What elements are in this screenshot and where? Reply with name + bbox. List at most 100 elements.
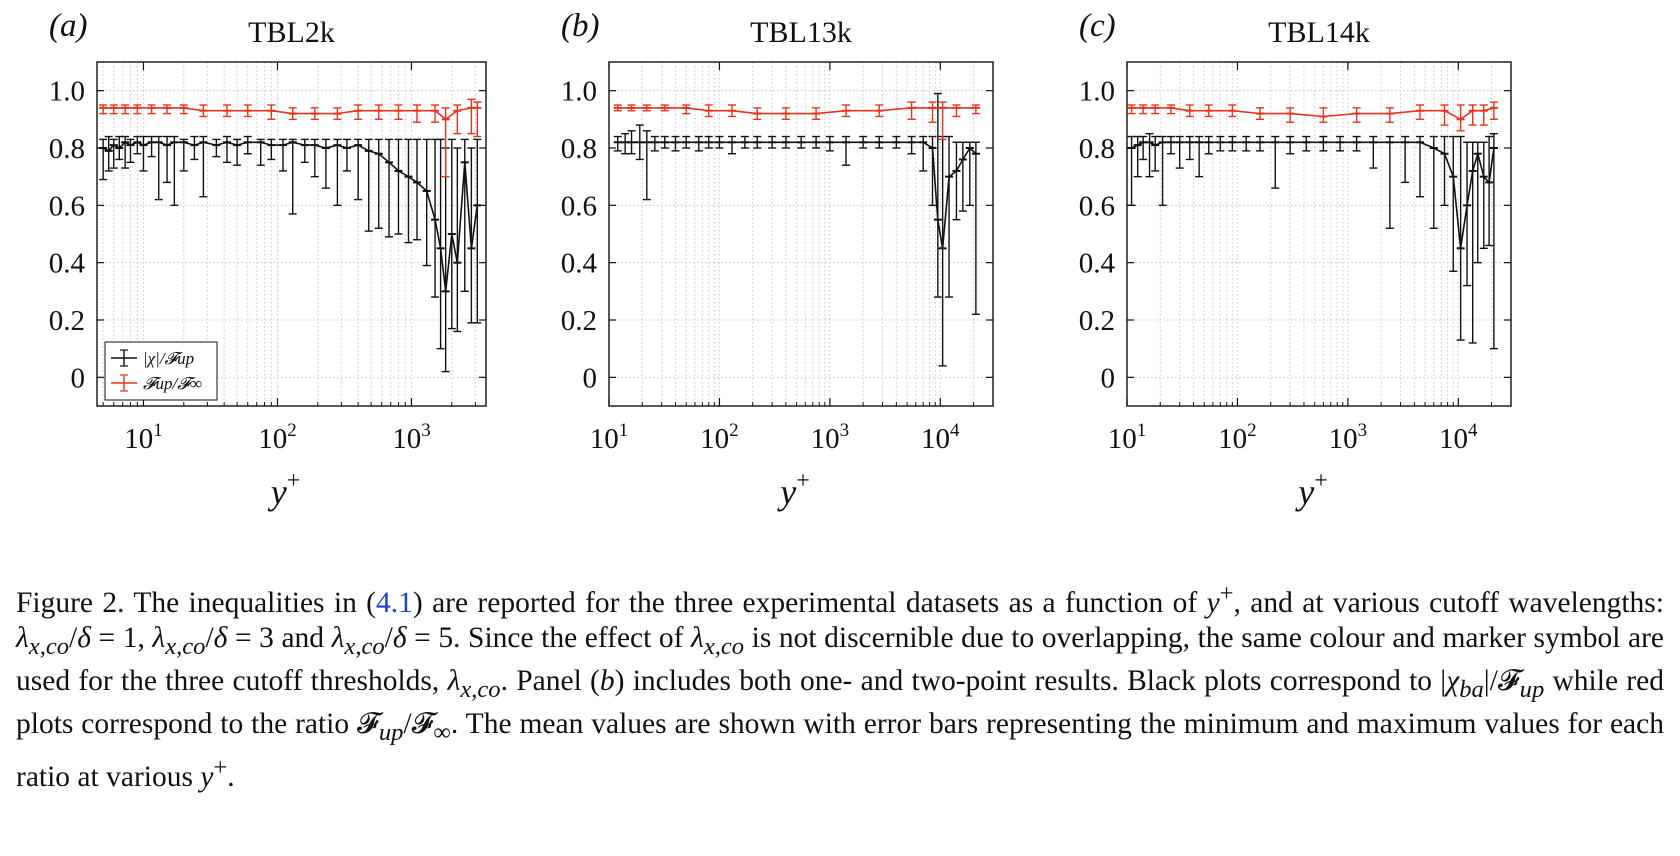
caption-math: δ — [77, 621, 91, 654]
caption-math: ba — [1459, 675, 1484, 703]
y-tick-label: 0.8 — [561, 133, 597, 165]
x-tick-label: 102 — [700, 420, 739, 455]
figure: 1.0 0.8 0.6 0.4 0.2 0 101 102 103 (a) TBL2k y+ 1.0 0.… — [49, 8, 1512, 512]
caption-math: + — [213, 753, 228, 781]
y-tick-label: 0.4 — [561, 248, 598, 280]
x-tick-label: 103 — [811, 420, 850, 455]
caption-text: . Panel ( — [500, 664, 600, 697]
y-tick-label: 0.6 — [1079, 190, 1115, 222]
caption-text: . — [227, 760, 235, 793]
caption-math: y — [1206, 586, 1220, 619]
panel-3: 1.0 0.8 0.6 0.4 0.2 0 101 102 103 104 (c) TBL14k y+ — [1079, 8, 1512, 512]
panel-title: TBL2k — [248, 16, 335, 49]
panel-letter: (a) — [49, 8, 87, 44]
x-tick-label: 102 — [258, 420, 297, 455]
panel-letter: (c) — [1079, 8, 1116, 44]
series-line — [1131, 107, 1495, 121]
y-tick-label: 0.2 — [49, 305, 85, 337]
x-axis-label: y+ — [268, 468, 301, 512]
figure-svg: 1.0 0.8 0.6 0.4 0.2 0 101 102 103 (a) TBL2k y+ 1.0 0.… — [49, 8, 1512, 512]
y-tick-label: 0 — [71, 362, 86, 394]
caption-math: x,co — [28, 632, 70, 660]
caption-text: ) are reported for the three experimenta… — [412, 586, 1207, 619]
x-axis-label: y+ — [777, 468, 810, 512]
y-tick-label: 0 — [1101, 362, 1116, 394]
caption-text: ) includes both one- and two-point resul… — [614, 664, 1447, 697]
y-tick-label: 0.4 — [1079, 248, 1116, 280]
legend-label: |χ|/𝓕up — [143, 349, 194, 368]
caption-text: = 3 and — [227, 621, 332, 654]
caption-math: λ — [331, 621, 345, 654]
caption-math: up — [1519, 675, 1545, 703]
panel-letter: (b) — [561, 8, 599, 44]
x-tick-label: 103 — [392, 420, 431, 455]
caption-math: χ — [1446, 664, 1460, 697]
x-tick-label: 102 — [1218, 420, 1257, 455]
y-tick-label: 1.0 — [49, 76, 85, 108]
figure-label: Figure 2. — [16, 586, 125, 619]
panel-title: TBL13k — [750, 16, 852, 49]
series-black — [613, 92, 980, 367]
caption-math: x,co — [703, 632, 745, 660]
y-tick-label: 0 — [583, 362, 598, 394]
y-tick-label: 0.6 — [561, 190, 597, 222]
caption-math: x,co — [460, 675, 501, 703]
caption-text: = 1, — [90, 621, 153, 654]
series-red — [1127, 101, 1498, 132]
x-tick-label: 101 — [590, 420, 629, 455]
y-tick-label: 0.6 — [49, 190, 85, 222]
series-line — [1131, 141, 1495, 249]
x-tick-label: 104 — [1439, 420, 1478, 455]
series-red — [99, 98, 482, 178]
caption-math: δ — [392, 621, 407, 654]
panel-title: TBL14k — [1268, 16, 1370, 49]
caption-text: The inequalities in ( — [124, 586, 377, 619]
caption-math: ∞ — [433, 718, 451, 746]
caption-text: is not discernible due to overlapping, t… — [16, 621, 1665, 697]
caption-text: |/ — [1483, 664, 1498, 697]
caption-math: x,co — [344, 632, 385, 660]
caption-text: = 5. Since the effect of — [406, 621, 692, 654]
y-tick-label: 1.0 — [561, 76, 597, 108]
caption-text: , and at various cutoff wavelengths: — [1233, 586, 1664, 619]
series-black — [1127, 132, 1498, 350]
caption-math: λ — [691, 621, 704, 654]
y-tick-label: 1.0 — [1079, 76, 1115, 108]
x-tick-label: 101 — [1108, 420, 1147, 455]
caption-math: λ — [152, 621, 166, 654]
caption-math: δ — [213, 621, 228, 654]
axes-frame — [96, 61, 487, 407]
axes-frame — [608, 61, 994, 407]
y-tick-label: 0.8 — [49, 133, 85, 165]
equation-ref-link[interactable]: 4.1 — [376, 586, 413, 619]
y-tick-label: 0.2 — [561, 305, 597, 337]
caption-math: y — [200, 760, 214, 793]
caption-math: + — [1219, 580, 1234, 607]
axes-frame — [1126, 61, 1512, 407]
caption-text: . The mean values are shown with error b… — [16, 707, 1664, 793]
legend-label: 𝓕up/𝓕∞ — [143, 374, 202, 393]
series-line — [617, 141, 977, 249]
series-red — [613, 101, 980, 141]
caption-math: up — [378, 718, 404, 746]
panel-2: 1.0 0.8 0.6 0.4 0.2 0 101 102 103 104 (b) TBL13k y+ — [561, 8, 994, 512]
caption-math: λ — [16, 621, 29, 654]
caption-math: 𝓕 — [1497, 664, 1520, 697]
caption-math: x,co — [165, 632, 206, 660]
x-tick-label: 103 — [1329, 420, 1368, 455]
caption-text: while red plots correspond to the ratio — [16, 664, 1664, 740]
caption-math: b — [599, 664, 615, 697]
caption-math: λ — [447, 664, 461, 697]
caption-math: 𝓕 — [411, 707, 434, 740]
caption-math: 𝓕 — [357, 707, 379, 740]
panel-1: 1.0 0.8 0.6 0.4 0.2 0 101 102 103 (a) TBL2k y+ — [49, 8, 487, 512]
series-black — [99, 135, 482, 373]
x-axis-label: y+ — [1295, 468, 1328, 512]
y-tick-label: 0.4 — [49, 248, 86, 280]
y-tick-label: 0.8 — [1079, 133, 1115, 165]
y-tick-label: 0.2 — [1079, 305, 1115, 337]
legend: |χ|/𝓕up 𝓕up/𝓕∞ — [104, 341, 218, 401]
x-tick-label: 104 — [921, 420, 960, 455]
x-tick-label: 101 — [124, 420, 163, 455]
figure-caption: Figure 2. The inequalities in (4.1) are … — [16, 580, 1665, 793]
